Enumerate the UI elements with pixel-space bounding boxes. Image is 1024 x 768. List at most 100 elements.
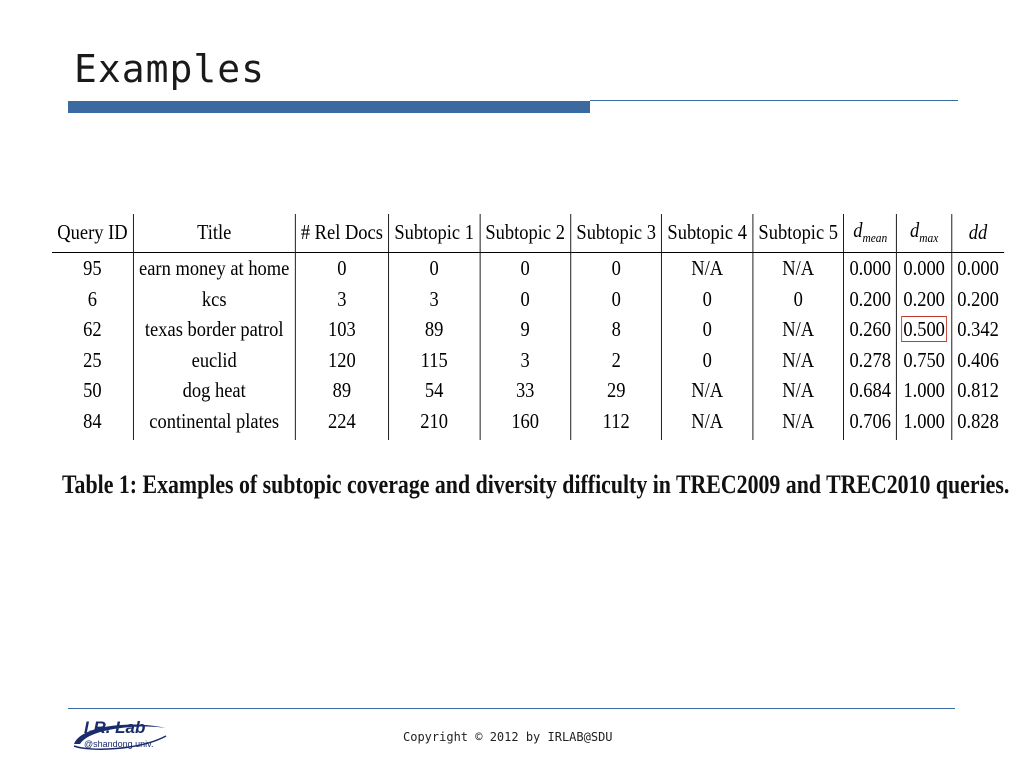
cell-subtopic-2: 33 [479,375,571,406]
cell-query-id: 62 [52,314,133,345]
cell-title: earn money at home [132,252,296,284]
cell-rel-docs: 224 [294,405,389,440]
cell-value: 0 [702,347,712,372]
cell-dmean: 0.000 [843,252,897,284]
cell-value: 0 [520,286,530,311]
cell-subtopic-5: N/A [752,375,844,406]
cell-subtopic-1: 89 [388,314,480,345]
cell-dd: 0.200 [951,283,1005,314]
cell-subtopic-3: 2 [570,344,662,375]
cell-subtopic-1: 3 [388,283,480,314]
cell-subtopic-2: 0 [479,252,571,284]
cell-value: N/A [691,256,724,281]
cell-value: 0 [611,256,621,281]
cell-value: N/A [691,378,724,403]
cell-value: 0.406 [957,347,999,372]
cell-subtopic-1: 210 [388,405,480,440]
cell-value: kcs [201,286,227,311]
cell-value: 0.828 [957,408,999,433]
cell-value: N/A [782,347,815,372]
cell-value: continental plates [149,408,280,433]
cell-value: 3 [429,286,439,311]
cell-value: 84 [83,408,102,433]
cell-value: 0.342 [957,317,999,342]
cell-value: 0 [520,256,530,281]
cell-value: 0.200 [903,286,945,311]
cell-value: euclid [191,347,237,372]
cell-subtopic-5: N/A [752,314,844,345]
cell-dmax: 0.000 [896,252,952,284]
cell-dd: 0.000 [951,252,1005,284]
cell-dd: 0.342 [951,314,1005,345]
cell-rel-docs: 120 [294,344,389,375]
cell-subtopic-2: 160 [479,405,571,440]
cell-subtopic-2: 3 [479,344,571,375]
cell-subtopic-4: N/A [661,405,753,440]
cell-dmean: 0.200 [843,283,897,314]
table-caption: Table 1: Examples of subtopic coverage a… [62,470,1010,499]
cell-subtopic-1: 54 [388,375,480,406]
logo-swoosh-icon [73,724,167,750]
cell-subtopic-1: 0 [388,252,480,284]
cell-value: 0.000 [849,256,892,281]
cell-dmean: 0.684 [843,375,897,406]
cell-dmax: 1.000 [896,375,952,406]
cell-subtopic-4: 0 [661,283,753,314]
cell-subtopic-2: 9 [479,314,571,345]
header-dmean-base: d [853,217,863,242]
header-subtopic-4: Subtopic 4 [661,214,753,253]
cell-value: 0 [793,286,803,311]
cell-subtopic-1: 115 [388,344,480,375]
cell-subtopic-3: 29 [570,375,662,406]
title-underline-thin [590,100,958,101]
cell-value: earn money at home [139,256,290,281]
cell-value: 8 [611,317,621,342]
cell-subtopic-3: 112 [570,405,662,440]
cell-subtopic-4: N/A [661,375,753,406]
cell-value: 62 [83,317,102,342]
table-row: 25 euclid 120 115 3 2 0 N/A 0.278 0.750 0.406 [52,344,1005,376]
cell-value: 115 [420,347,448,372]
cell-value: 0.200 [849,286,892,311]
header-dmean: dmean [843,214,897,253]
cell-value: 3 [337,286,347,311]
cell-value: 224 [328,408,356,433]
cell-subtopic-4: 0 [661,314,753,345]
cell-value: 0 [337,256,347,281]
header-query-id: Query ID [52,214,134,253]
cell-subtopic-5: 0 [752,283,844,314]
header-rel-docs: # Rel Docs [294,214,389,253]
cell-value: 0.278 [849,347,892,372]
cell-value: 54 [424,378,444,403]
table-container: Query ID Title # Rel Docs Subtopic 1 Sub… [52,214,1005,440]
cell-subtopic-4: N/A [661,252,753,284]
cell-rel-docs: 89 [294,375,389,406]
cell-value: 0 [611,286,621,311]
cell-value: 0.000 [903,256,945,281]
cell-value: 3 [520,347,530,372]
cell-title: euclid [132,344,296,375]
cell-query-id: 95 [52,253,133,284]
header-subtopic-5: Subtopic 5 [752,214,844,253]
cell-dd: 0.406 [951,344,1005,375]
cell-value: 120 [328,347,356,372]
cell-dmean: 0.706 [843,405,897,440]
cell-value: 112 [602,408,630,433]
cell-value: N/A [782,317,815,342]
logo-title: I.R. Lab [84,718,146,737]
cell-rel-docs: 3 [294,283,389,314]
header-dmax-base: d [909,217,920,242]
cell-subtopic-3: 8 [570,314,662,345]
cell-value: 0.750 [903,347,945,372]
cell-value: N/A [782,256,815,281]
cell-value: texas border patrol [144,317,284,342]
cell-value: 1.000 [903,408,945,433]
cell-value: 6 [87,286,98,311]
cell-subtopic-5: N/A [752,252,844,284]
cell-value: 0 [702,286,712,311]
cell-subtopic-3: 0 [570,283,662,314]
cell-value: 103 [328,317,356,342]
cell-dmax: 1.000 [896,405,952,440]
cell-query-id: 25 [52,345,133,376]
table-header-row: Query ID Title # Rel Docs Subtopic 1 Sub… [52,214,1005,253]
